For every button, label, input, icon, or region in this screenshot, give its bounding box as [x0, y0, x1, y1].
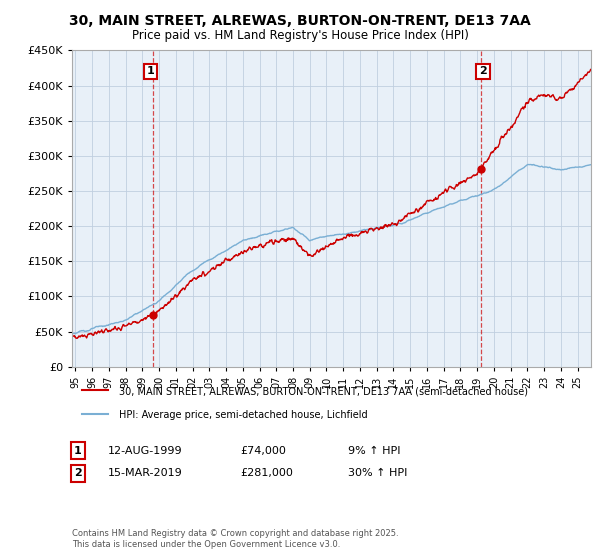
- Text: 15-MAR-2019: 15-MAR-2019: [108, 468, 183, 478]
- Text: £281,000: £281,000: [240, 468, 293, 478]
- Text: 9% ↑ HPI: 9% ↑ HPI: [348, 446, 401, 456]
- Text: £74,000: £74,000: [240, 446, 286, 456]
- Text: Price paid vs. HM Land Registry's House Price Index (HPI): Price paid vs. HM Land Registry's House …: [131, 29, 469, 42]
- Text: 2: 2: [479, 67, 487, 77]
- Text: HPI: Average price, semi-detached house, Lichfield: HPI: Average price, semi-detached house,…: [119, 409, 367, 419]
- Text: 2: 2: [74, 468, 82, 478]
- Text: 1: 1: [74, 446, 82, 456]
- Text: 30, MAIN STREET, ALREWAS, BURTON-ON-TRENT, DE13 7AA (semi-detached house): 30, MAIN STREET, ALREWAS, BURTON-ON-TREN…: [119, 386, 528, 396]
- Text: Contains HM Land Registry data © Crown copyright and database right 2025.
This d: Contains HM Land Registry data © Crown c…: [72, 529, 398, 549]
- Text: 30, MAIN STREET, ALREWAS, BURTON-ON-TRENT, DE13 7AA: 30, MAIN STREET, ALREWAS, BURTON-ON-TREN…: [69, 14, 531, 28]
- Text: 1: 1: [146, 67, 154, 77]
- Text: 12-AUG-1999: 12-AUG-1999: [108, 446, 182, 456]
- Text: 30% ↑ HPI: 30% ↑ HPI: [348, 468, 407, 478]
